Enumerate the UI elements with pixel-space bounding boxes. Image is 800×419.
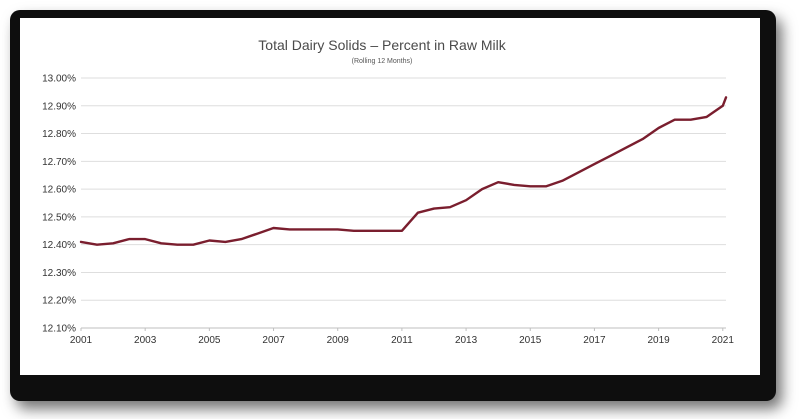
series-line	[79, 96, 728, 246]
grid-lines	[81, 77, 726, 329]
y-tick-label: 12.10%	[42, 324, 76, 335]
y-tick-label: 13.00%	[42, 74, 76, 85]
y-tick-label: 12.50%	[42, 212, 76, 223]
y-tick-label: 12.90%	[42, 101, 76, 112]
x-tick-label: 2005	[198, 335, 221, 346]
x-tick-label: 2021	[712, 335, 735, 346]
series-layer	[79, 96, 728, 246]
y-axis-ticks: 12.10% 12.20% 12.30% 12.40% 12.50% 12.60% 12.7…	[42, 74, 76, 335]
y-tick-label: 12.70%	[42, 157, 76, 168]
y-tick-label: 12.20%	[42, 296, 76, 307]
x-tick-label: 2011	[391, 335, 413, 346]
x-tick-label: 2017	[583, 335, 606, 346]
x-tick-label: 2015	[519, 335, 542, 346]
chart-card: Total Dairy Solids – Percent in Raw Milk…	[20, 18, 760, 375]
line-chart: Total Dairy Solids – Percent in Raw Milk…	[42, 37, 734, 346]
x-tick-label: 2007	[262, 335, 285, 346]
y-tick-label: 12.60%	[42, 185, 76, 196]
x-tick-label: 2009	[327, 335, 350, 346]
chart-title: Total Dairy Solids – Percent in Raw Milk	[258, 37, 506, 53]
x-tick-label: 2001	[70, 335, 93, 346]
y-tick-label: 12.30%	[42, 268, 76, 279]
x-axis-ticks: 2001 2003 2005 2007 2009 2011 2013 2015 2017 2019…	[70, 328, 734, 346]
x-tick-label: 2019	[647, 335, 670, 346]
y-tick-label: 12.80%	[42, 129, 76, 140]
x-tick-label: 2013	[455, 335, 478, 346]
chart-subtitle: (Rolling 12 Months)	[352, 58, 413, 65]
y-tick-label: 12.40%	[42, 240, 76, 251]
x-tick-label: 2003	[134, 335, 157, 346]
